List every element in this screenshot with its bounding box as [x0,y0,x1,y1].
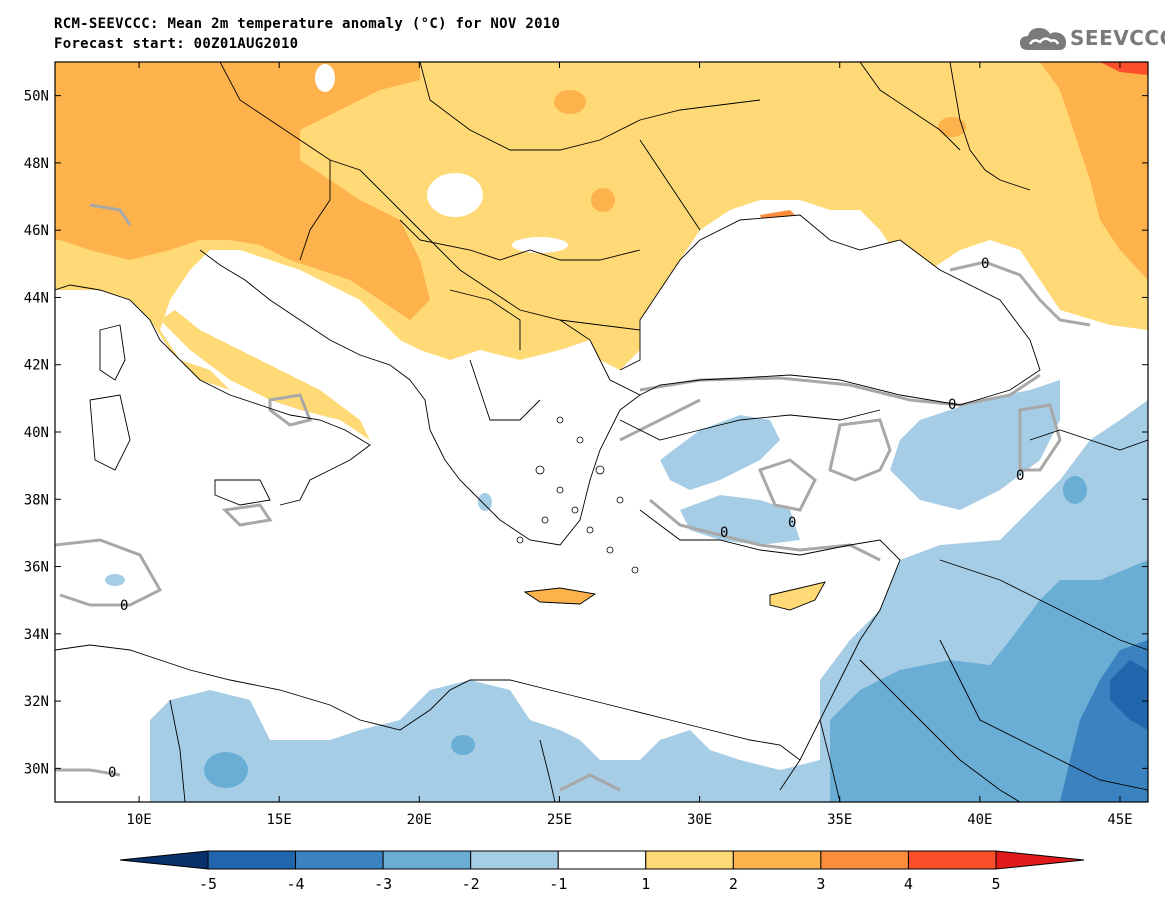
anomaly-region-2-3-blob2 [591,188,615,212]
colorbar-max-extension [995,850,1085,870]
anomaly-region-minus1-minus2-blob2 [478,493,492,511]
longitude-axis: 10E 15E 20E 25E 30E 35E 40E 45E [126,62,1133,828]
black-sea [640,215,1040,405]
anomaly-region-minus1-minus2-libya [150,680,820,802]
anomaly-region-2-3-blob [554,90,586,114]
lon-tick-label: 40E [967,812,992,828]
colorbar-label: 5 [991,875,1000,893]
aegean-islands [516,416,639,574]
anomaly-region-minus1-minus2-turkey [660,415,780,490]
lat-tick-label: 36N [24,560,49,576]
colorbar-label: -2 [462,875,480,893]
lon-tick-label: 25E [547,812,572,828]
title-line-1: RCM-SEEVCCC: Mean 2m temperature anomaly… [54,16,561,32]
colorbar-segment [207,850,297,870]
seevccc-logo: SEEVCCC [1018,22,1165,56]
colorbar-min-extension [119,850,209,870]
colorbar-label: 3 [816,875,825,893]
colorbar-segment [645,850,734,870]
zero-label: 0 [981,256,989,272]
lat-tick-label: 38N [24,492,49,508]
lon-tick-label: 20E [407,812,432,828]
zero-label: 0 [108,765,116,781]
zero-label: 0 [120,598,128,614]
zero-contour-labels: 0 0 0 0 0 0 0 [108,256,1024,781]
colorbar-label: 4 [904,875,913,893]
colorbar-segment [295,850,384,870]
anomaly-region-1-2-italy [160,310,370,440]
cloud-icon [1020,28,1066,50]
cyprus-warm [770,582,825,610]
latitude-axis: 50N 48N 46N 44N 42N 40N 38N 36N 34N 32N 30N [24,89,1148,777]
anomaly-region-2-3 [55,62,430,320]
colorbar-segment [557,850,647,870]
anomaly-region-minus1-minus2-blob [105,574,125,586]
anomaly-region-2-3-east [1040,62,1148,280]
anomaly-gap [512,237,568,253]
colorbar: -5 -4 -3 -2 -1 1 2 3 4 5 [119,850,1085,893]
lat-tick-label: 50N [24,89,49,105]
lat-tick-label: 30N [24,761,49,777]
anomaly-region-minus1-minus2-anatolia [890,380,1060,510]
anomaly-gap [315,64,335,92]
lon-tick-label: 30E [687,812,712,828]
colorbar-segment [382,850,472,870]
colorbar-segment [907,850,997,870]
anomaly-region-2-3-blob3 [938,117,966,137]
anomaly-region-4-5 [1100,62,1148,75]
anomaly-region-minus2-minus3 [830,560,1148,802]
colorbar-segment [732,850,822,870]
colorbar-label: -4 [287,875,305,893]
colorbar-label: -5 [199,875,217,893]
colorbar-segment [820,850,909,870]
coastlines-borders [55,62,1148,802]
map-title: RCM-SEEVCCC: Mean 2m temperature anomaly… [54,14,560,54]
lat-tick-label: 46N [24,223,49,239]
zero-label: 0 [720,525,728,541]
lat-tick-label: 32N [24,694,49,710]
lon-tick-label: 10E [126,812,151,828]
colorbar-label: -1 [549,875,567,893]
anomaly-gap [427,173,483,217]
colorbar-label: -3 [374,875,392,893]
anomaly-region-minus2-minus3-blob2 [451,735,475,755]
zero-label: 0 [788,515,796,531]
lat-tick-label: 44N [24,290,49,306]
lon-tick-label: 45E [1107,812,1132,828]
lat-tick-label: 42N [24,358,49,374]
anomaly-region-minus2-minus3-blob [204,752,248,788]
map-fields: 0 0 0 0 0 0 0 [55,62,1148,802]
colorbar-label: 2 [729,875,738,893]
lon-tick-label: 15E [267,812,292,828]
logo-text: SEEVCCC [1070,26,1165,50]
colorbar-segment [470,850,559,870]
anomaly-region-minus4-minus5 [1110,660,1148,730]
title-line-2: Forecast start: 00Z01AUG2010 [54,36,299,52]
zero-label: 0 [948,397,956,413]
lat-tick-label: 48N [24,156,49,172]
colorbar-label: 1 [641,875,650,893]
crete-warm [525,588,595,604]
lat-tick-label: 34N [24,627,49,643]
lat-tick-label: 40N [24,425,49,441]
anomaly-region-1-2 [55,62,1148,390]
zero-label: 0 [1016,468,1024,484]
anomaly-region-minus2-minus3-blob3 [1063,476,1087,504]
lon-tick-label: 35E [827,812,852,828]
